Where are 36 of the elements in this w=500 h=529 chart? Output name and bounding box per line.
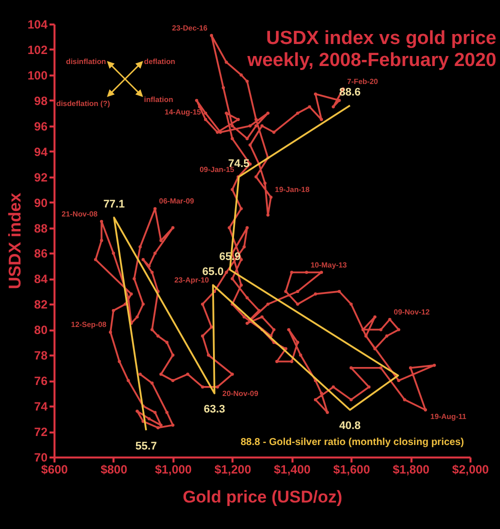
y-tick-label: 102 <box>27 42 48 57</box>
x-tick-label: $600 <box>41 462 68 476</box>
annotation: 63.3 <box>204 403 226 416</box>
annotation: 65.0 <box>202 266 224 278</box>
x-tick-label: $800 <box>100 462 128 476</box>
annotation: 55.7 <box>135 440 157 452</box>
y-tick-label: 94 <box>34 144 48 159</box>
y-tick-label: 78 <box>34 348 48 363</box>
y-tick-label: 92 <box>34 170 48 184</box>
x-tick-label: $1,600 <box>333 462 370 476</box>
y-tick-label: 70 <box>34 450 48 464</box>
y-tick-label: 88 <box>34 221 48 236</box>
chart-title: USDX index vs gold price <box>266 28 496 49</box>
y-tick-label: 100 <box>27 68 48 82</box>
x-tick-label: $1,400 <box>274 462 311 476</box>
annotation: 88.8 - Gold-silver ratio (monthly closing prices) <box>240 437 464 448</box>
y-tick-label: 72 <box>34 425 48 440</box>
annotation: 77.1 <box>103 198 125 211</box>
x-axis-title: Gold price (USD/oz) <box>182 488 342 506</box>
annotation: 40.8 <box>339 420 361 432</box>
y-tick-label: 96 <box>34 119 48 134</box>
y-tick-label: 76 <box>34 374 48 388</box>
y-tick-label: 82 <box>34 298 48 312</box>
y-axis-title: USDX index <box>5 192 24 290</box>
x-tick-label: $1,200 <box>214 462 252 476</box>
x-tick-label: $1,000 <box>155 462 192 476</box>
y-tick-label: 90 <box>34 196 48 210</box>
y-tick-label: 86 <box>34 246 48 261</box>
text: weekly, 2008-February 2020 <box>246 50 496 71</box>
x-tick-label: $1,800 <box>392 462 430 476</box>
y-tick-label: 84 <box>34 272 48 286</box>
y-tick-label: 74 <box>34 400 48 414</box>
y-tick-label: 98 <box>34 94 48 108</box>
y-tick-label: 80 <box>34 323 48 338</box>
x-tick-label: $2,000 <box>452 462 490 476</box>
y-tick-label: 104 <box>27 18 48 32</box>
